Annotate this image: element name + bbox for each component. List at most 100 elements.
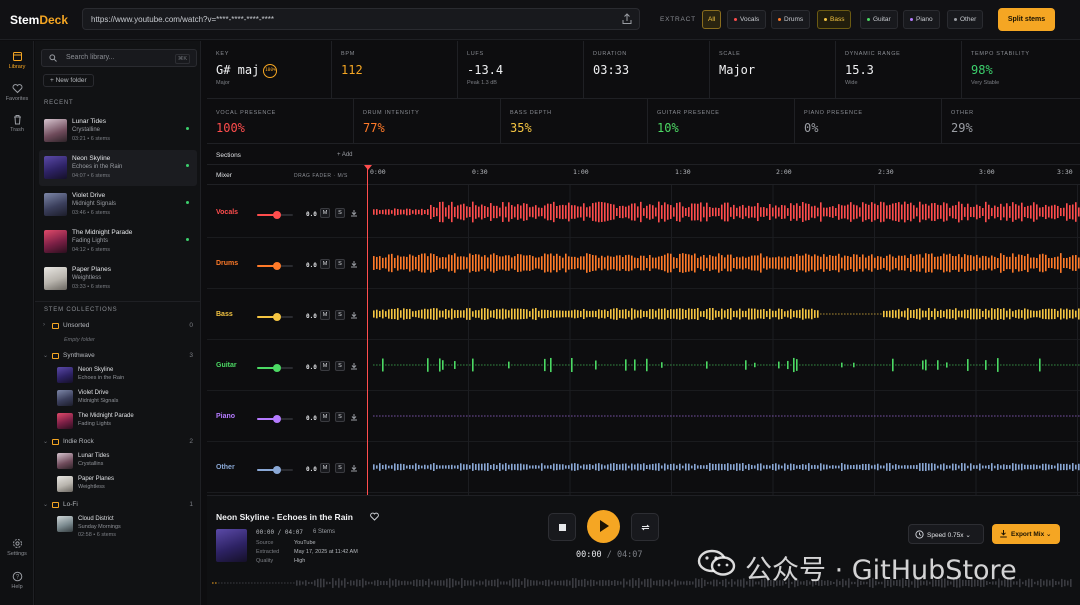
- waveform-bar: [394, 257, 396, 269]
- fader-knob[interactable]: [272, 415, 281, 423]
- extract-chip-vocals[interactable]: Vocals: [727, 10, 767, 29]
- solo-button[interactable]: S: [335, 361, 345, 371]
- rail-library[interactable]: Library: [0, 51, 34, 70]
- waveform-bar: [1033, 464, 1035, 470]
- waveform-bar: [865, 313, 867, 315]
- mute-button[interactable]: M: [320, 310, 330, 320]
- fader-knob[interactable]: [272, 313, 281, 321]
- playhead[interactable]: [367, 165, 368, 495]
- collection-item[interactable]: Paper Planes Weightless: [57, 474, 187, 496]
- new-folder-button[interactable]: + New folder: [43, 74, 94, 87]
- fader-knob[interactable]: [272, 364, 281, 372]
- download-icon[interactable]: [350, 260, 358, 268]
- rail-trash[interactable]: Trash: [0, 114, 34, 133]
- extract-chip-piano[interactable]: Piano: [903, 10, 940, 29]
- mute-button[interactable]: M: [320, 361, 330, 371]
- folder-lo-fi[interactable]: ⌄ Lo-Fi 1: [43, 501, 193, 511]
- waveform-bar: [835, 465, 837, 469]
- download-icon[interactable]: [350, 311, 358, 319]
- volume-fader[interactable]: [257, 415, 293, 423]
- waveform-bar: [583, 415, 585, 417]
- waveform-bar: [484, 205, 486, 219]
- waveform-bar: [898, 364, 900, 366]
- collection-item[interactable]: Cloud District Sunday Mornings 02:58 • 6…: [57, 514, 187, 544]
- volume-fader[interactable]: [257, 364, 293, 372]
- heart-icon[interactable]: [370, 512, 379, 521]
- rail-settings[interactable]: Settings: [0, 538, 34, 557]
- waveform-bar: [1027, 253, 1029, 273]
- waveform-bar: [382, 465, 384, 469]
- waveform-bar: [844, 205, 846, 219]
- recent-item[interactable]: Lunar Tides Crystalline 03:21 • 6 stems: [39, 113, 197, 149]
- waveform-bar: [796, 465, 798, 469]
- mute-button[interactable]: M: [320, 208, 330, 218]
- loop-button[interactable]: [631, 513, 659, 541]
- scrub-bar: [818, 580, 820, 586]
- solo-button[interactable]: S: [335, 412, 345, 422]
- extract-chip-guitar[interactable]: Guitar: [860, 10, 898, 29]
- scrub-bar: [776, 580, 778, 586]
- solo-button[interactable]: S: [335, 208, 345, 218]
- solo-button[interactable]: S: [335, 310, 345, 320]
- fader-knob[interactable]: [272, 211, 281, 219]
- download-icon[interactable]: [350, 209, 358, 217]
- recent-item[interactable]: Neon Skyline Echoes in the Rain 04:07 • …: [39, 150, 197, 186]
- collection-item[interactable]: Neon Skyline Echoes in the Rain: [57, 365, 187, 387]
- fader-knob[interactable]: [272, 262, 281, 270]
- add-section-button[interactable]: + Add: [337, 152, 353, 158]
- waveform-bar: [451, 308, 453, 320]
- download-icon[interactable]: [350, 464, 358, 472]
- url-input[interactable]: https://www.youtube.com/watch?v=****-***…: [82, 8, 640, 30]
- solo-button[interactable]: S: [335, 259, 345, 269]
- mute-button[interactable]: M: [320, 259, 330, 269]
- extract-chip-other[interactable]: Other: [947, 10, 984, 29]
- export-mix-button[interactable]: Export Mix ⌄: [992, 524, 1060, 544]
- speed-select[interactable]: Speed 0.75x ⌄: [908, 524, 984, 544]
- stop-button[interactable]: [548, 513, 576, 541]
- volume-fader[interactable]: [257, 313, 293, 321]
- waveform-bar: [382, 415, 384, 417]
- scrub-bar: [665, 581, 667, 585]
- recent-item[interactable]: Paper Planes Weightless 03:33 • 6 stems: [39, 261, 197, 297]
- waveform-bar: [835, 415, 837, 417]
- collection-item[interactable]: Lunar Tides Crystallins: [57, 451, 187, 473]
- extract-chip-drums[interactable]: Drums: [771, 10, 811, 29]
- waveform-bar: [547, 364, 549, 366]
- waveform-bar: [763, 309, 765, 319]
- waveform-bar: [427, 465, 429, 469]
- rail-favorites[interactable]: Favorites: [0, 83, 34, 102]
- download-icon[interactable]: [350, 413, 358, 421]
- waveform-bar: [529, 311, 531, 317]
- search-input[interactable]: Search library...: [41, 49, 197, 67]
- split-stems-button[interactable]: Split stems: [998, 8, 1055, 31]
- folder-unsorted[interactable]: › Unsorted 0: [43, 322, 193, 332]
- fader-knob[interactable]: [272, 466, 281, 474]
- sections-label: Sections: [216, 152, 241, 159]
- volume-fader[interactable]: [257, 211, 293, 219]
- share-icon[interactable]: [621, 13, 633, 25]
- extract-chip-all[interactable]: All: [702, 10, 722, 29]
- waveform-bar: [1078, 207, 1080, 217]
- play-button[interactable]: [587, 510, 620, 543]
- solo-button[interactable]: S: [335, 463, 345, 473]
- waveform-bar: [826, 464, 828, 470]
- waveform-bar: [1030, 310, 1032, 318]
- extract-chip-bass[interactable]: Bass: [817, 10, 852, 29]
- scrub-waveform[interactable]: [212, 574, 1075, 592]
- waveform-timeline[interactable]: [367, 165, 1080, 495]
- collection-item[interactable]: The Midnight Parade Fading Lights: [57, 411, 187, 433]
- waveform-bar: [667, 204, 669, 220]
- download-icon[interactable]: [350, 362, 358, 370]
- folder-synthwave[interactable]: ⌄ Synthwave 3: [43, 352, 193, 362]
- volume-fader[interactable]: [257, 466, 293, 474]
- recent-item[interactable]: The Midnight Parade Fading Lights 04:12 …: [39, 224, 197, 260]
- playhead-handle-icon[interactable]: [364, 165, 372, 170]
- mute-button[interactable]: M: [320, 463, 330, 473]
- collection-item[interactable]: Violet Drive Midnight Signals: [57, 388, 187, 410]
- volume-fader[interactable]: [257, 262, 293, 270]
- mute-button[interactable]: M: [320, 412, 330, 422]
- recent-item[interactable]: Violet Drive Midnight Signals 03:46 • 6 …: [39, 187, 197, 223]
- rail-help[interactable]: ? Help: [0, 571, 34, 590]
- folder-indie-rock[interactable]: ⌄ Indie Rock 2: [43, 438, 193, 448]
- waveform-bar: [982, 255, 984, 271]
